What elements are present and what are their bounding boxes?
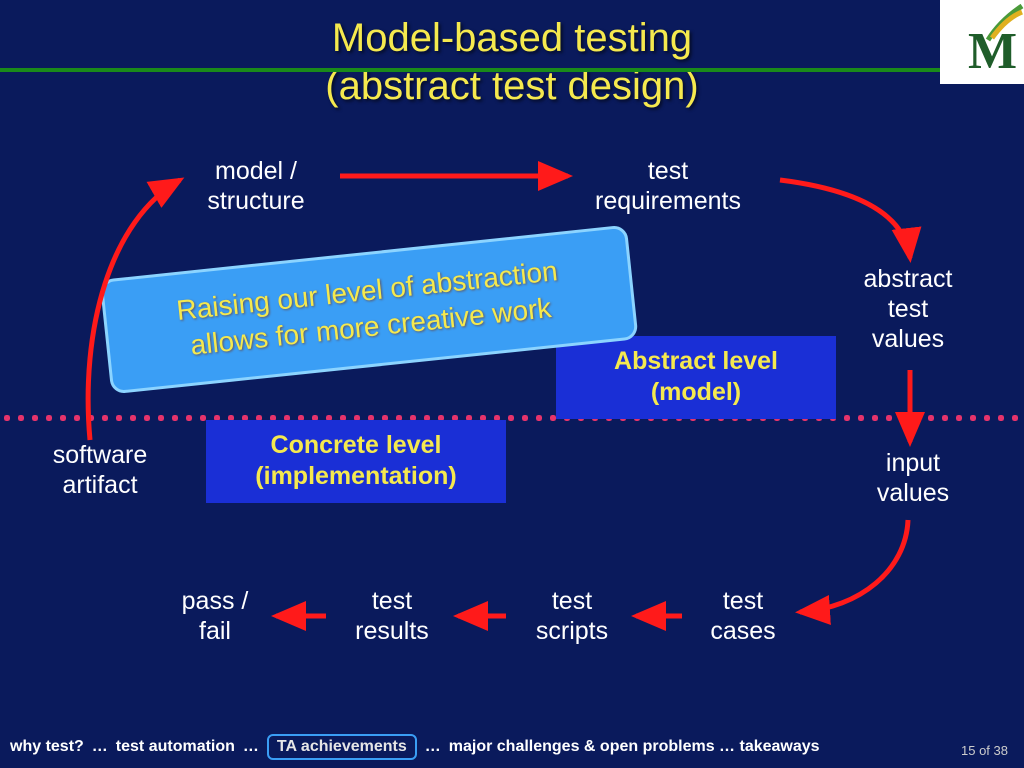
nav-item[interactable]: major challenges & open problems … takea… [449, 738, 820, 756]
university-logo: M [940, 0, 1024, 84]
node-test-cases: testcases [688, 586, 798, 646]
nav-item-current[interactable]: TA achievements [267, 734, 417, 760]
nav-item[interactable]: … [92, 738, 108, 756]
slide-title: Model-based testing (abstract test desig… [0, 0, 1024, 110]
node-abstract-test-values: abstracttestvalues [838, 264, 978, 354]
arrow-input_to_cases [800, 520, 908, 612]
concrete-level-text: Concrete level(implementation) [255, 431, 456, 490]
node-test-requirements: testrequirements [558, 156, 778, 216]
level-divider [0, 414, 1024, 422]
nav-item[interactable]: why test? [10, 738, 84, 756]
abstract-level-label: Abstract level(model) [556, 336, 836, 419]
title-underline [0, 68, 1024, 72]
nav-item[interactable]: … [243, 738, 259, 756]
title-line-1: Model-based testing [0, 14, 1024, 62]
node-model-structure: model /structure [176, 156, 336, 216]
node-test-scripts: testscripts [512, 586, 632, 646]
node-software-artifact: softwareartifact [30, 440, 170, 500]
m-logo-icon: M [940, 0, 1024, 84]
node-test-results: testresults [332, 586, 452, 646]
nav-item[interactable]: … [425, 738, 441, 756]
arrow-req_to_abstract [780, 180, 910, 258]
concrete-level-label: Concrete level(implementation) [206, 420, 506, 503]
page-number: 15 of 38 [961, 743, 1008, 758]
node-input-values: inputvalues [848, 448, 978, 508]
abstract-level-text: Abstract level(model) [614, 347, 778, 406]
nav-item[interactable]: test automation [116, 738, 235, 756]
progress-nav: why test? … test automation … TA achievement… [10, 734, 1014, 760]
node-pass-fail: pass /fail [160, 586, 270, 646]
